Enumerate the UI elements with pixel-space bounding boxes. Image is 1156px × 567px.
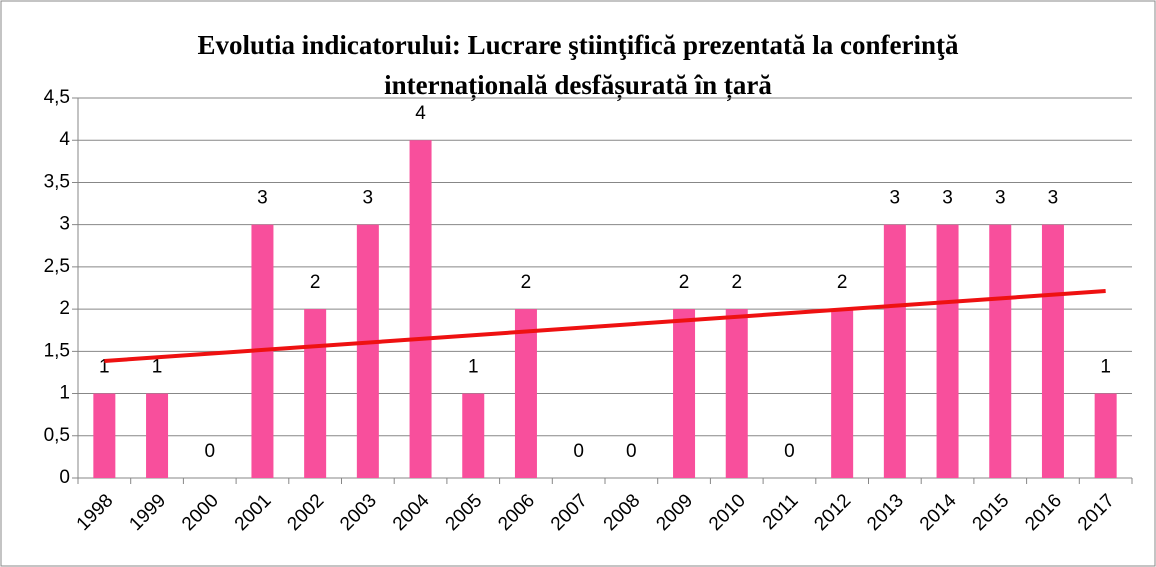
bar <box>989 224 1012 478</box>
bar <box>831 309 854 478</box>
bar <box>1041 224 1064 478</box>
chart-subtitle: internațională desfășurată în țară <box>384 70 772 101</box>
value-label: 2 <box>837 272 848 293</box>
trendline <box>104 289 1106 363</box>
bar <box>936 224 959 478</box>
bar <box>673 309 696 478</box>
value-label: 3 <box>257 188 268 209</box>
bar <box>1094 393 1117 478</box>
value-label: 2 <box>521 272 532 293</box>
value-label: 3 <box>363 188 374 209</box>
y-tick-label: 1,5 <box>44 340 70 361</box>
y-tick-label: 1 <box>59 383 70 404</box>
value-label: 0 <box>784 441 795 462</box>
value-label: 0 <box>626 441 637 462</box>
value-label: 1 <box>99 357 110 378</box>
y-tick-label: 0,5 <box>44 425 70 446</box>
value-label: 1 <box>152 357 163 378</box>
y-tick-label: 3 <box>59 214 70 235</box>
bar <box>93 393 116 478</box>
bar <box>462 393 485 478</box>
y-tick-label: 4,5 <box>44 87 70 108</box>
value-label: 1 <box>1100 357 1111 378</box>
value-label: 1 <box>468 357 479 378</box>
bar <box>409 140 432 478</box>
value-label: 0 <box>204 441 215 462</box>
y-tick-label: 2 <box>59 298 70 319</box>
value-label: 2 <box>310 272 321 293</box>
bar <box>356 224 379 478</box>
value-label: 3 <box>942 188 953 209</box>
bar <box>146 393 169 478</box>
y-tick-label: 4 <box>59 129 70 150</box>
value-label: 4 <box>415 103 426 124</box>
bar <box>725 309 748 478</box>
value-label: 2 <box>679 272 690 293</box>
bar <box>514 309 537 478</box>
value-label: 3 <box>890 188 901 209</box>
y-tick-label: 2,5 <box>44 256 70 277</box>
value-label: 0 <box>573 441 584 462</box>
y-tick-label: 3,5 <box>44 171 70 192</box>
value-label: 3 <box>1048 188 1059 209</box>
value-label: 3 <box>995 188 1006 209</box>
bar <box>304 309 327 478</box>
chart-title: Evolutia indicatorului: Lucrare ştiinţif… <box>198 30 959 60</box>
bar <box>883 224 906 478</box>
value-label: 2 <box>731 272 742 293</box>
y-tick-label: 0 <box>59 467 70 488</box>
